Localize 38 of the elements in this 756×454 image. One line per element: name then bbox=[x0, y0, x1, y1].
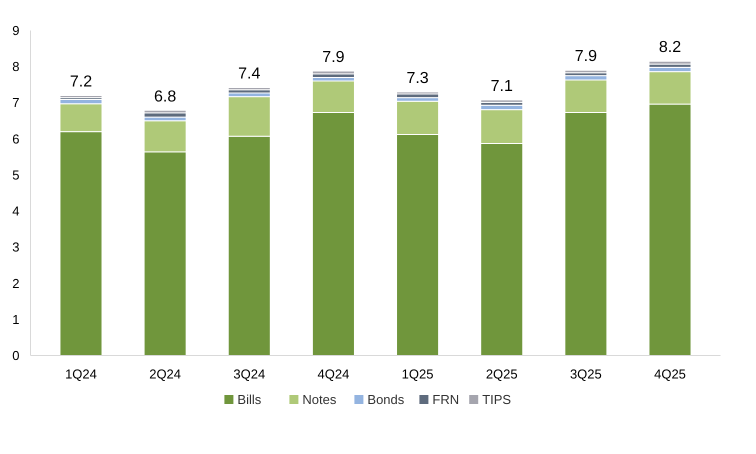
x-tick-label: 4Q25 bbox=[654, 366, 686, 382]
total-label: 7.3 bbox=[406, 70, 429, 87]
total-label: 7.9 bbox=[322, 48, 345, 66]
total-label: 6.8 bbox=[154, 88, 176, 106]
x-tick-label: 3Q24 bbox=[233, 366, 266, 382]
y-tick-label: 8 bbox=[12, 59, 20, 74]
y-tick-label: 3 bbox=[12, 240, 20, 255]
y-tick-label: 7 bbox=[12, 95, 20, 110]
legend-label: Bills bbox=[237, 392, 262, 407]
y-tick-label: 4 bbox=[12, 204, 20, 219]
x-tick-label: 3Q25 bbox=[570, 366, 602, 382]
bar bbox=[648, 60, 692, 65]
y-tick-label: 6 bbox=[12, 131, 20, 146]
bar bbox=[228, 87, 271, 90]
legend-label: TIPS bbox=[482, 392, 512, 407]
total-label: 7.1 bbox=[490, 78, 513, 95]
legend-label: FRN bbox=[432, 392, 460, 407]
bar bbox=[480, 99, 524, 103]
total-label: 7.4 bbox=[238, 66, 261, 83]
bar bbox=[312, 70, 355, 74]
total-label: 7.2 bbox=[70, 73, 92, 90]
x-tick-label: 2Q24 bbox=[149, 366, 182, 382]
x-tick-label: 1Q24 bbox=[65, 366, 97, 382]
x-tick-label: 4Q24 bbox=[318, 366, 350, 382]
total-label: 8.2 bbox=[658, 39, 682, 56]
legend-label: Notes bbox=[302, 392, 337, 407]
bar bbox=[144, 110, 187, 114]
bar bbox=[396, 91, 440, 95]
bar bbox=[564, 70, 608, 74]
y-tick-label: 5 bbox=[12, 167, 20, 182]
y-tick-label: 0 bbox=[12, 348, 20, 363]
y-tick-label: 2 bbox=[12, 276, 20, 291]
total-label: 7.9 bbox=[574, 48, 598, 66]
y-tick-label: 1 bbox=[12, 312, 20, 327]
y-tick-label: 9 bbox=[12, 23, 20, 38]
legend-label: Bonds bbox=[367, 392, 405, 407]
x-tick-label: 2Q25 bbox=[486, 366, 518, 382]
x-tick-label: 1Q25 bbox=[402, 366, 434, 382]
